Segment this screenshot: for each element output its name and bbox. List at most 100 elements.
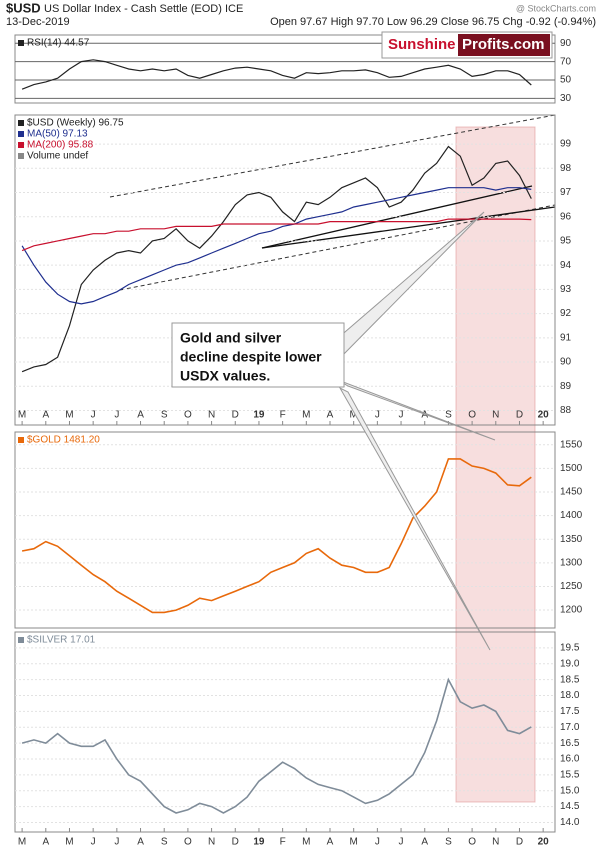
y-tick-label: 17.0 bbox=[560, 722, 580, 733]
x-tick-label: O bbox=[184, 837, 192, 848]
description: US Dollar Index - Cash Settle (EOD) ICE bbox=[44, 3, 243, 15]
y-tick-label: 96 bbox=[560, 211, 572, 222]
y-tick-label: 1550 bbox=[560, 439, 583, 450]
legend-swatch bbox=[18, 637, 24, 643]
x-tick-label: J bbox=[375, 837, 380, 848]
x-tick-label: S bbox=[161, 410, 168, 421]
y-tick-label: 15.5 bbox=[560, 769, 580, 780]
watermark: @ StockCharts.com bbox=[516, 3, 596, 13]
y-tick-label: 70 bbox=[560, 56, 572, 67]
x-tick-label: J bbox=[114, 837, 119, 848]
date: 13-Dec-2019 bbox=[6, 16, 70, 28]
x-tick-label: F bbox=[280, 837, 286, 848]
x-tick-label: J bbox=[399, 837, 404, 848]
legend-label: MA(200) 95.88 bbox=[27, 140, 94, 151]
x-tick-label: 19 bbox=[253, 410, 265, 421]
y-tick-label: 88 bbox=[560, 405, 572, 416]
y-tick-label: 90 bbox=[560, 38, 572, 49]
legend-label: $SILVER 17.01 bbox=[27, 635, 96, 646]
x-tick-label: N bbox=[492, 410, 499, 421]
y-tick-label: 94 bbox=[560, 260, 572, 271]
legend-swatch bbox=[18, 120, 24, 126]
x-tick-label: M bbox=[302, 837, 310, 848]
x-tick-label: A bbox=[327, 837, 334, 848]
x-tick-label: O bbox=[184, 410, 192, 421]
y-tick-label: 19.5 bbox=[560, 643, 580, 654]
y-tick-label: 19.0 bbox=[560, 658, 580, 669]
x-tick-label: M bbox=[65, 837, 73, 848]
callout-box bbox=[171, 322, 345, 388]
x-tick-label: A bbox=[42, 837, 49, 848]
x-tick-label: N bbox=[208, 410, 215, 421]
legend-swatch bbox=[18, 131, 24, 137]
y-tick-label: 92 bbox=[560, 308, 572, 319]
x-tick-label: A bbox=[137, 837, 144, 848]
y-tick-label: 91 bbox=[560, 332, 572, 343]
x-tick-label: A bbox=[42, 410, 49, 421]
y-tick-label: 50 bbox=[560, 75, 572, 86]
y-tick-label: 89 bbox=[560, 381, 572, 392]
x-tick-label: J bbox=[91, 410, 96, 421]
x-tick-label: D bbox=[232, 410, 239, 421]
y-tick-label: 30 bbox=[560, 93, 572, 104]
x-tick-label: O bbox=[468, 410, 476, 421]
callout: Gold and silver decline despite lower US… bbox=[171, 211, 496, 651]
y-tick-label: 15.0 bbox=[560, 785, 580, 796]
x-tick-label: N bbox=[208, 837, 215, 848]
y-tick-label: 93 bbox=[560, 284, 572, 295]
logo-band bbox=[458, 34, 550, 56]
x-tick-label: A bbox=[137, 410, 144, 421]
x-tick-label: J bbox=[114, 410, 119, 421]
panel-frame bbox=[14, 431, 556, 629]
y-tick-label: 1200 bbox=[560, 605, 583, 616]
support-line bbox=[261, 206, 556, 249]
x-tick-label: A bbox=[421, 837, 428, 848]
legend-swatch bbox=[18, 153, 24, 159]
y-tick-label: 1450 bbox=[560, 487, 583, 498]
x-tick-label: S bbox=[445, 410, 452, 421]
panel-frame bbox=[14, 34, 556, 104]
y-tick-label: 1250 bbox=[560, 581, 583, 592]
legend-swatch bbox=[18, 142, 24, 148]
panel-frame bbox=[14, 631, 556, 833]
x-tick-label: M bbox=[65, 410, 73, 421]
annotation-line: USDX values. bbox=[180, 368, 270, 384]
lower-channel bbox=[119, 204, 556, 291]
series-line bbox=[21, 218, 532, 252]
legend-swatch bbox=[18, 437, 24, 443]
x-tick-label: M bbox=[302, 410, 310, 421]
y-tick-label: 14.5 bbox=[560, 801, 580, 812]
y-tick-label: 99 bbox=[560, 139, 572, 150]
x-tick-label: O bbox=[468, 837, 476, 848]
x-tick-label: A bbox=[421, 410, 428, 421]
y-tick-label: 95 bbox=[560, 236, 572, 247]
annotation-line: Gold and silver bbox=[180, 330, 282, 346]
upper-channel bbox=[109, 114, 556, 198]
x-tick-label: N bbox=[492, 837, 499, 848]
symbol: $USD bbox=[6, 0, 41, 15]
x-tick-label: 20 bbox=[538, 410, 550, 421]
series-line bbox=[21, 59, 532, 90]
y-tick-label: 17.5 bbox=[560, 706, 580, 717]
x-tick-label: F bbox=[280, 410, 286, 421]
series-line bbox=[21, 677, 532, 814]
x-tick-label: 19 bbox=[253, 837, 265, 848]
legend-swatch bbox=[18, 40, 24, 46]
series-line bbox=[21, 458, 532, 614]
y-tick-label: 16.5 bbox=[560, 738, 580, 749]
y-tick-label: 98 bbox=[560, 163, 572, 174]
callout-arrow bbox=[338, 386, 491, 651]
x-tick-label: A bbox=[327, 410, 334, 421]
y-tick-label: 1350 bbox=[560, 534, 583, 545]
x-tick-label: D bbox=[232, 837, 239, 848]
panel-frame bbox=[14, 114, 556, 426]
legend-label: MA(50) 97.13 bbox=[27, 129, 88, 140]
x-tick-label: D bbox=[516, 837, 523, 848]
y-tick-label: 90 bbox=[560, 357, 572, 368]
x-tick-label: S bbox=[445, 837, 452, 848]
x-tick-label: M bbox=[18, 837, 26, 848]
logo-part: Sunshine bbox=[388, 36, 456, 53]
y-tick-label: 18.5 bbox=[560, 674, 580, 685]
y-tick-label: 1400 bbox=[560, 510, 583, 521]
